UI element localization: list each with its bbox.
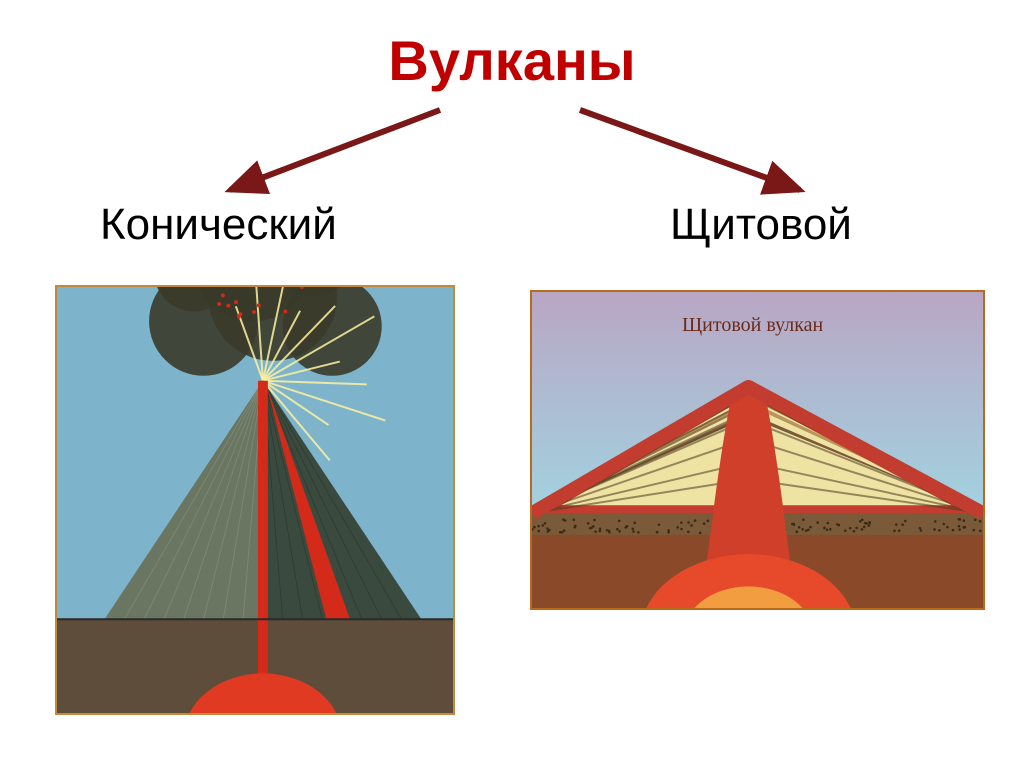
- subtitle-conical-text: Конический: [100, 200, 337, 249]
- conical-svg: [57, 287, 453, 713]
- subtitle-shield-text: Щитовой: [670, 200, 852, 249]
- page-title: Вулканы: [0, 28, 1024, 93]
- figure-conical: [55, 285, 455, 715]
- shield-svg: [532, 292, 983, 608]
- shield-inset-label-text: Щитовой вулкан: [682, 314, 823, 336]
- arrow-right-line: [580, 110, 800, 190]
- subtitle-shield: Щитовой: [670, 200, 852, 250]
- shield-inset-label: Щитовой вулкан: [682, 314, 823, 337]
- subtitle-conical: Конический: [100, 200, 337, 250]
- arrow-left-line: [230, 110, 440, 190]
- title-text: Вулканы: [388, 29, 635, 92]
- figure-shield: Щитовой вулкан: [530, 290, 985, 610]
